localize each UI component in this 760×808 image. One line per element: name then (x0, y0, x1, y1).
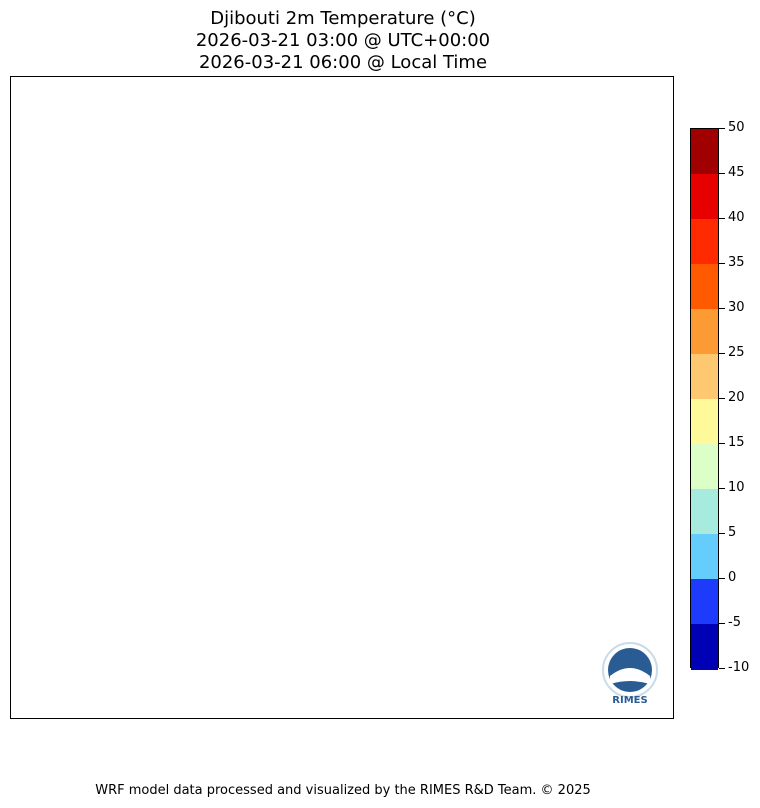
colorbar-tick (719, 173, 725, 174)
colorbar-tick-label: 35 (728, 255, 745, 270)
colorbar-tick-label: 15 (728, 435, 745, 450)
colorbar-tick-label: 45 (728, 165, 745, 180)
rimes-logo: RIMES (600, 640, 660, 706)
colorbar-segment (691, 489, 718, 535)
colorbar-tick (719, 623, 725, 624)
colorbar-tick (719, 533, 725, 534)
colorbar-tick-label: -10 (728, 660, 750, 675)
colorbar-tick (719, 443, 725, 444)
colorbar-tick (719, 578, 725, 579)
colorbar-tick (719, 668, 725, 669)
colorbar-segment (691, 444, 718, 490)
colorbar-tick-label: 5 (728, 525, 737, 540)
colorbar-tick (719, 308, 725, 309)
colorbar-tick (719, 128, 725, 129)
colorbar-segment (691, 624, 718, 670)
map-frame (10, 76, 674, 719)
footer-credit: WRF model data processed and visualized … (95, 783, 591, 798)
colorbar-tick (719, 353, 725, 354)
colorbar-tick-label: 0 (728, 570, 737, 585)
colorbar-tick-label: 10 (728, 480, 745, 495)
colorbar-tick-label: -5 (728, 615, 741, 630)
colorbar-tick-label: 25 (728, 345, 745, 360)
colorbar-segment (691, 264, 718, 310)
colorbar-segment (691, 399, 718, 445)
colorbar-tick (719, 218, 725, 219)
colorbar-tick-label: 30 (728, 300, 745, 315)
colorbar-segment (691, 174, 718, 220)
colorbar-segment (691, 219, 718, 265)
chart-title-line-1: Djibouti 2m Temperature (°C) (210, 8, 476, 29)
colorbar-segment (691, 309, 718, 355)
colorbar (690, 128, 719, 670)
colorbar-tick (719, 398, 725, 399)
colorbar-segment (691, 534, 718, 580)
logo-text: RIMES (612, 695, 647, 706)
chart-title-line-3: 2026-03-21 06:00 @ Local Time (198, 52, 488, 73)
colorbar-segment (691, 579, 718, 625)
colorbar-segment (691, 354, 718, 400)
colorbar-tick-label: 50 (728, 120, 745, 135)
colorbar-tick (719, 263, 725, 264)
colorbar-tick (719, 488, 725, 489)
colorbar-tick-label: 20 (728, 390, 745, 405)
chart-title-line-2: 2026-03-21 03:00 @ UTC+00:00 (195, 30, 491, 51)
colorbar-tick-label: 40 (728, 210, 745, 225)
colorbar-segment (691, 129, 718, 175)
